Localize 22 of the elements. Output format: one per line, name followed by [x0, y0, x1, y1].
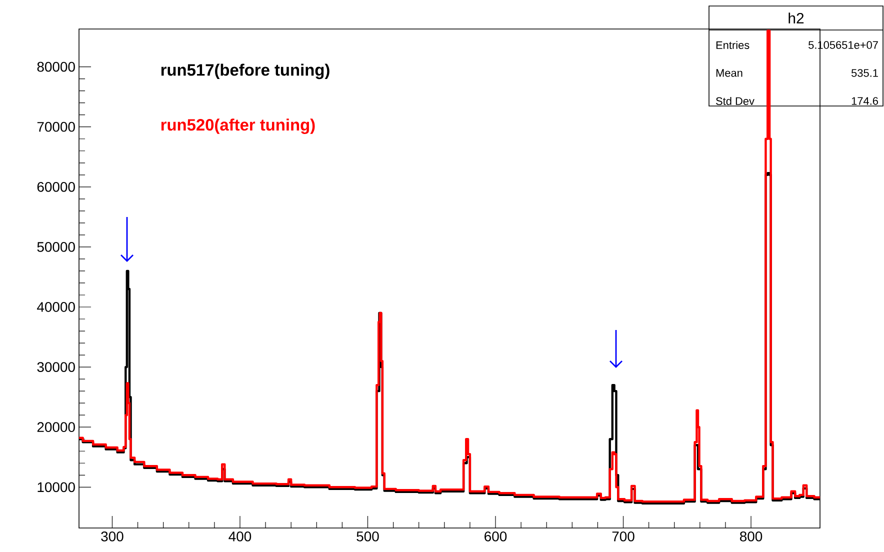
- x-tick-label: 300: [101, 531, 124, 542]
- y-tick-label: 30000: [37, 362, 75, 372]
- annotation: Std Dev: [716, 96, 754, 106]
- x-tick-label: 400: [228, 531, 252, 542]
- text: 535.1: [851, 69, 878, 77]
- y-tick-label: 70000: [37, 122, 75, 132]
- x-tick-label: 600: [484, 531, 507, 542]
- text: 174.6: [852, 97, 878, 105]
- text: h2: [788, 12, 804, 24]
- text: run520(after tuning): [161, 118, 315, 134]
- y-tick-label: 20000: [37, 422, 75, 432]
- text: run517(before tuning): [161, 64, 330, 80]
- y-tick-label: 50000: [37, 242, 75, 252]
- y-tick-label: 10000: [38, 482, 75, 492]
- y-tick-label: 80000: [37, 62, 75, 72]
- x-tick-label: 700: [612, 531, 634, 542]
- y-tick-label: 60000: [37, 182, 75, 192]
- annotation: Entries: [716, 40, 750, 50]
- x-tick-label: 500: [356, 531, 379, 542]
- annotation: Mean: [716, 69, 742, 77]
- y-tick-label: 40000: [37, 302, 75, 312]
- x-tick-label: 800: [740, 531, 762, 542]
